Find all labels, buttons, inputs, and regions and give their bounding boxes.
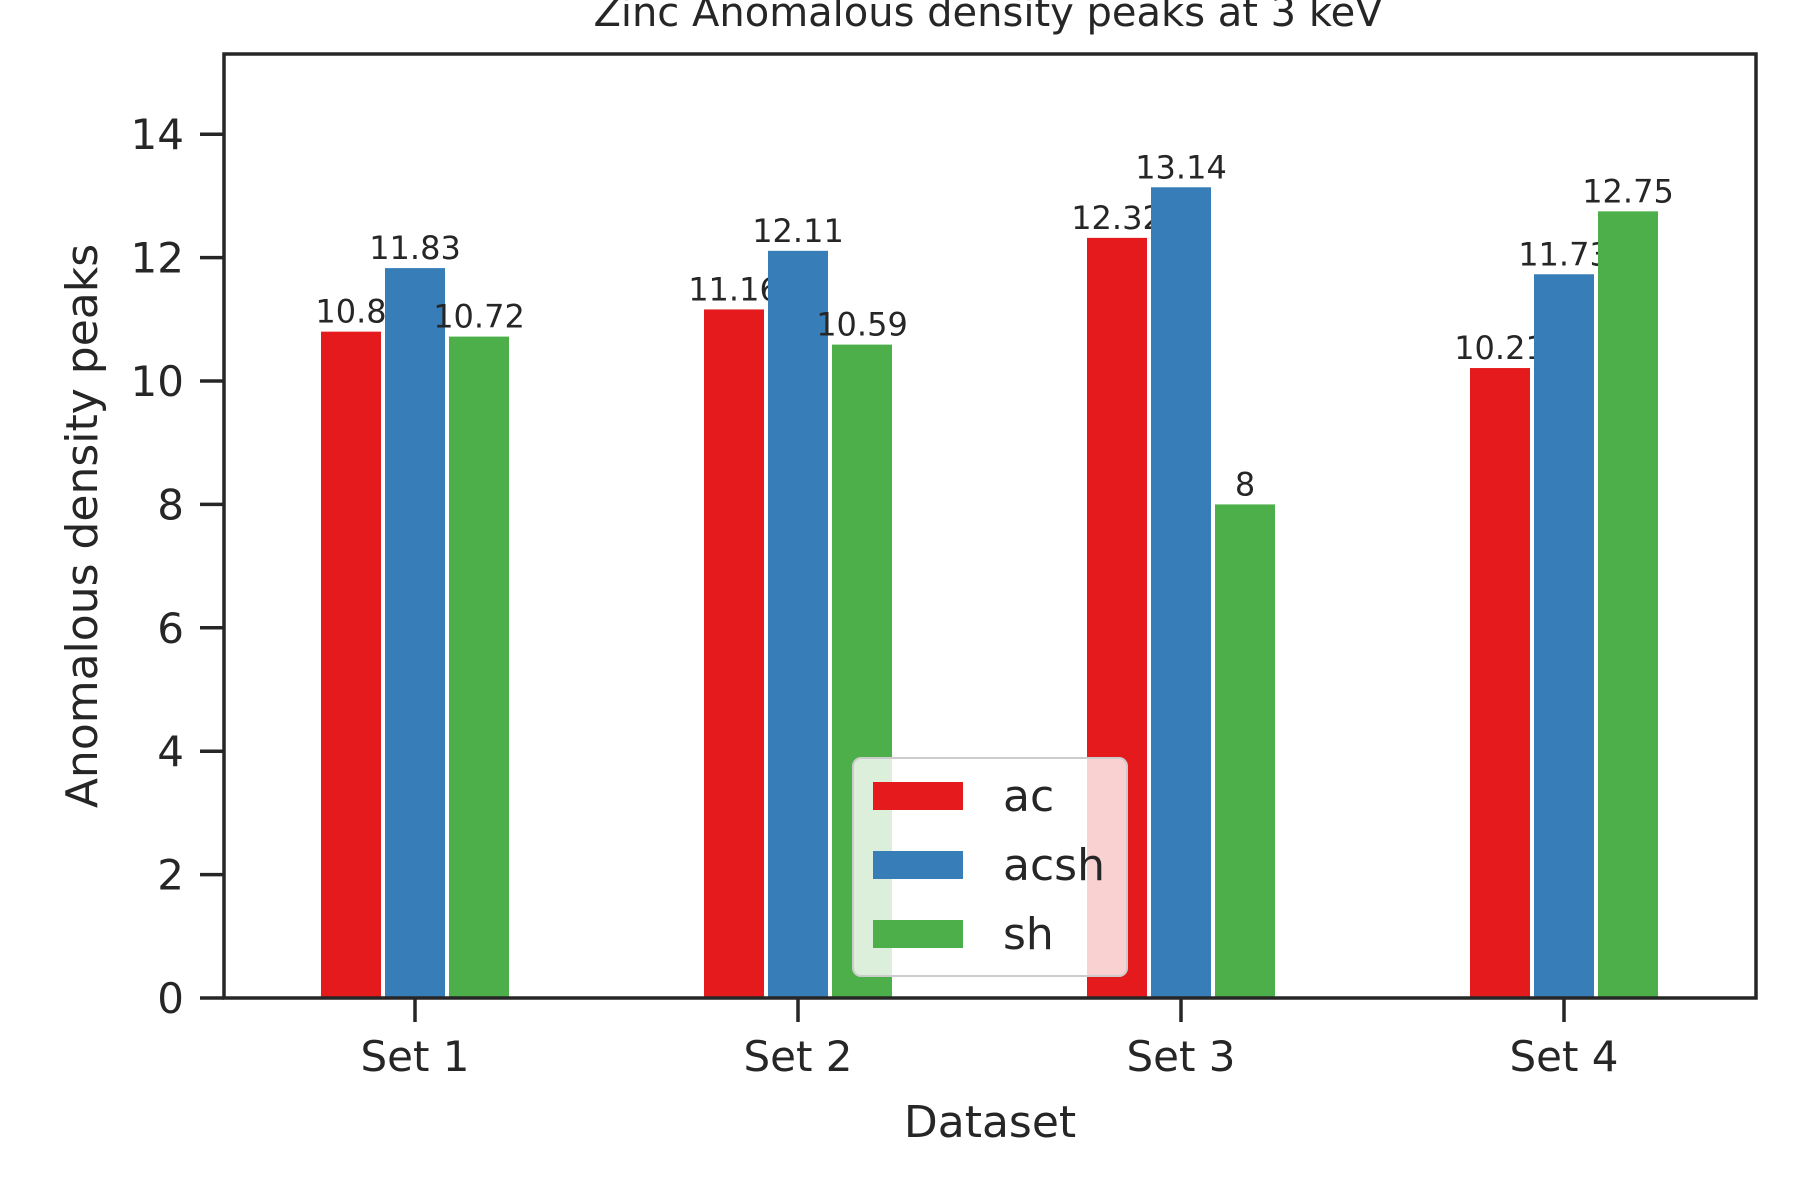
data-label-sh-2: 10.59 [816, 306, 908, 344]
legend-swatch-sh [873, 920, 963, 948]
bar-sh-3 [1215, 504, 1275, 998]
chart-title: Zinc Anomalous density peaks at 3 keV [593, 0, 1383, 36]
legend-label-acsh: acsh [1003, 840, 1105, 891]
x-tick-label: Set 4 [1509, 1032, 1618, 1081]
bar-sh-1 [449, 336, 509, 998]
y-axis: 0 2 4 6 8 10 12 14 [131, 110, 224, 1023]
x-tick-label: Set 2 [743, 1032, 852, 1081]
legend-label-ac: ac [1003, 771, 1054, 822]
data-label-ac-4: 10.21 [1454, 329, 1546, 367]
data-label-sh-1: 10.72 [433, 298, 525, 336]
legend-swatch-ac [873, 782, 963, 810]
y-tick-label: 8 [157, 480, 184, 529]
data-label-ac-3: 12.32 [1071, 199, 1163, 237]
data-label-ac-1: 10.8 [315, 293, 386, 331]
bar-ac-4 [1470, 368, 1530, 998]
y-axis-label: Anomalous density peaks [57, 244, 108, 808]
data-label-sh-4: 12.75 [1582, 172, 1674, 210]
y-tick-label: 10 [131, 357, 184, 406]
x-tick-label: Set 3 [1126, 1032, 1235, 1081]
y-tick-label: 4 [157, 727, 184, 776]
x-axis-label: Dataset [904, 1097, 1076, 1148]
y-tick-label: 12 [131, 234, 184, 283]
x-axis: Set 1 Set 2 Set 3 Set 4 [360, 998, 1619, 1081]
data-label-acsh-4: 11.73 [1518, 235, 1610, 273]
bar-acsh-3 [1151, 187, 1211, 999]
y-tick-label: 14 [131, 110, 184, 159]
bar-acsh-2 [768, 250, 828, 998]
data-label-sh-3: 8 [1235, 465, 1255, 503]
data-label-ac-2: 11.16 [688, 270, 780, 308]
plot-frame [222, 52, 1758, 1000]
bar-ac-1 [321, 331, 381, 998]
legend: ac acsh sh [852, 757, 1128, 977]
bar-acsh-4 [1534, 274, 1594, 998]
y-tick-label: 0 [157, 974, 184, 1023]
x-tick-label: Set 1 [360, 1032, 469, 1081]
legend-label-sh: sh [1003, 909, 1054, 960]
data-label-acsh-3: 13.14 [1135, 148, 1227, 186]
bar-sh-4 [1598, 211, 1658, 999]
bar-acsh-1 [385, 268, 445, 998]
bar-ac-2 [704, 309, 764, 998]
y-tick-label: 2 [157, 851, 184, 900]
legend-swatch-acsh [873, 851, 963, 879]
data-label-acsh-1: 11.83 [369, 229, 461, 267]
data-label-acsh-2: 12.11 [752, 212, 844, 250]
y-tick-label: 6 [157, 604, 184, 653]
